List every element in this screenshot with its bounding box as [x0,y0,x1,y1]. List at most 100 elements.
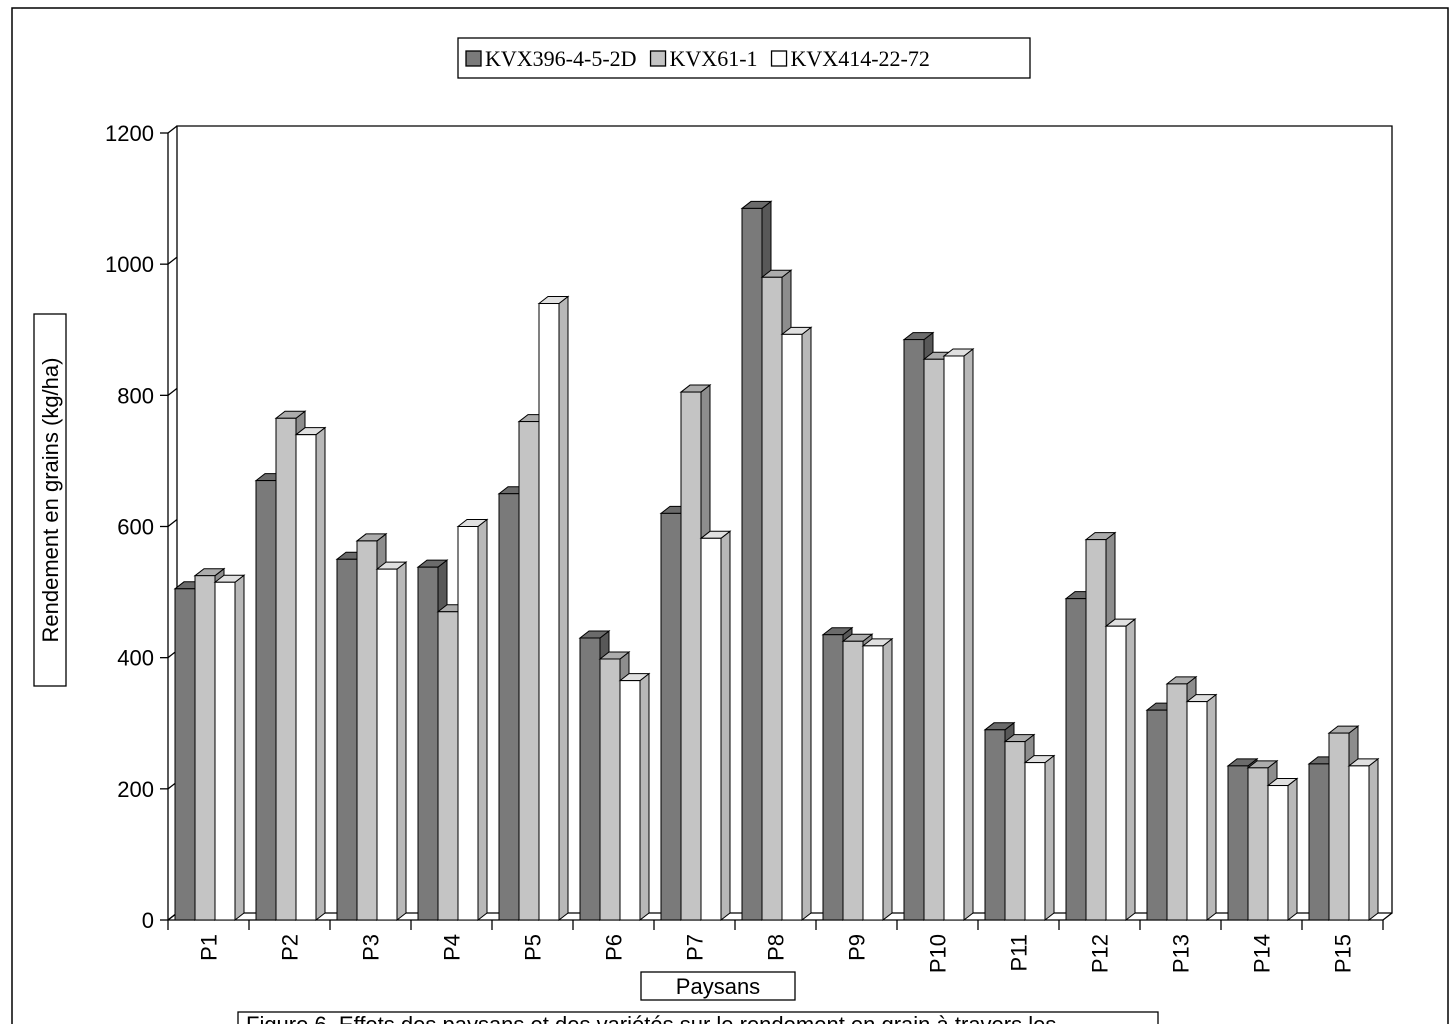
bar-group [1226,757,1299,922]
legend-label: KVX61-1 [670,46,758,71]
bar [1267,785,1289,921]
legend-box [457,37,1031,79]
bar [1227,765,1249,921]
bar-side [234,574,245,922]
y-label-group: Rendement en grains (kg/ha) [33,313,67,687]
bar-group [1307,725,1380,922]
bar [1105,625,1127,921]
x-tick-label: P14 [1250,934,1275,973]
y-tick-label: 800 [117,383,154,408]
bar-group [254,410,327,922]
legend-swatch [770,50,788,67]
bar [538,303,560,921]
legend-swatch [649,50,667,67]
bar-side [558,295,569,922]
bar-group [902,331,975,922]
bar-group [659,384,732,922]
x-tick-label: P5 [521,934,546,961]
legend-label: KVX396-4-5-2D [485,46,637,71]
bar [599,658,621,921]
bar [498,493,520,921]
bar-side [1125,618,1136,922]
bar [1308,763,1330,921]
bar-group [821,626,894,922]
bar [1146,709,1168,921]
bar [356,540,378,921]
bar-group [1145,675,1218,922]
bar-group [578,629,651,922]
bar [376,568,398,921]
bar [761,276,783,921]
legend-swatch [465,50,482,67]
x-tick-label: P7 [683,934,708,961]
bar-group [983,721,1056,922]
y-tick-label: 1200 [105,121,154,146]
bar [295,434,317,921]
y-tick-wall [167,518,178,528]
bar [1065,598,1087,921]
bar-group [497,295,570,922]
bar [336,558,358,921]
bar [1085,539,1107,921]
bar [518,421,540,921]
bar [579,637,601,921]
bar-side [1206,693,1217,922]
bar [1348,765,1370,921]
x-tick-label: P10 [926,934,951,973]
floor-edge [1382,912,1393,921]
x-label-box [640,971,796,1001]
y-label-box [33,313,67,687]
bar [923,358,945,921]
bar [1166,683,1188,921]
bar [619,680,641,921]
y-tick-label: 1000 [105,252,154,277]
y-tick-label: 200 [117,777,154,802]
legend-label: KVX414-22-72 [791,46,930,71]
x-tick-label: P12 [1088,934,1113,973]
bar [417,566,439,921]
bar [1247,767,1269,921]
bar [741,207,763,921]
bar [457,526,479,921]
bar [660,512,682,921]
bar [1186,701,1208,921]
bar-group [1064,531,1137,922]
bar-side [963,347,974,922]
bar [700,537,722,921]
bar-side [1287,777,1298,922]
x-tick-label: P2 [278,934,303,961]
x-tick-label: P11 [1007,934,1032,972]
bar-side [477,518,488,922]
bar-side [801,326,812,922]
bar [943,355,965,921]
bar-side [396,561,407,922]
caption: Figure 6. Effets des paysans et des vari… [246,1012,1056,1024]
x-tick-label: P4 [440,934,465,961]
bar [903,339,925,921]
x-tick-label: P13 [1169,934,1194,973]
bar-side [639,672,650,922]
bar [437,611,459,921]
bar [275,417,297,921]
y-tick-wall [167,256,178,265]
bar [214,581,236,921]
x-tick-label: P6 [602,934,627,961]
x-tick-label: P3 [359,934,384,961]
bar [842,640,864,921]
bar-group [335,532,408,922]
y-tick-wall [167,125,178,134]
y-axis-label: Rendement en grains (kg/ha) [38,358,63,643]
y-tick-wall [167,387,178,396]
y-tick-label: 600 [117,515,154,540]
x-axis-label: Paysans [676,974,760,999]
x-tick-label: P1 [197,934,222,961]
legend: KVX396-4-5-2D KVX61-1 KVX414-22-72 [457,37,1031,79]
bar [984,729,1006,921]
bar-side [882,637,893,922]
bar [1328,732,1350,921]
chart-frame [11,7,1449,1024]
bar-side [1368,757,1379,922]
y-tick-label: 400 [117,646,154,671]
bar [862,645,884,921]
